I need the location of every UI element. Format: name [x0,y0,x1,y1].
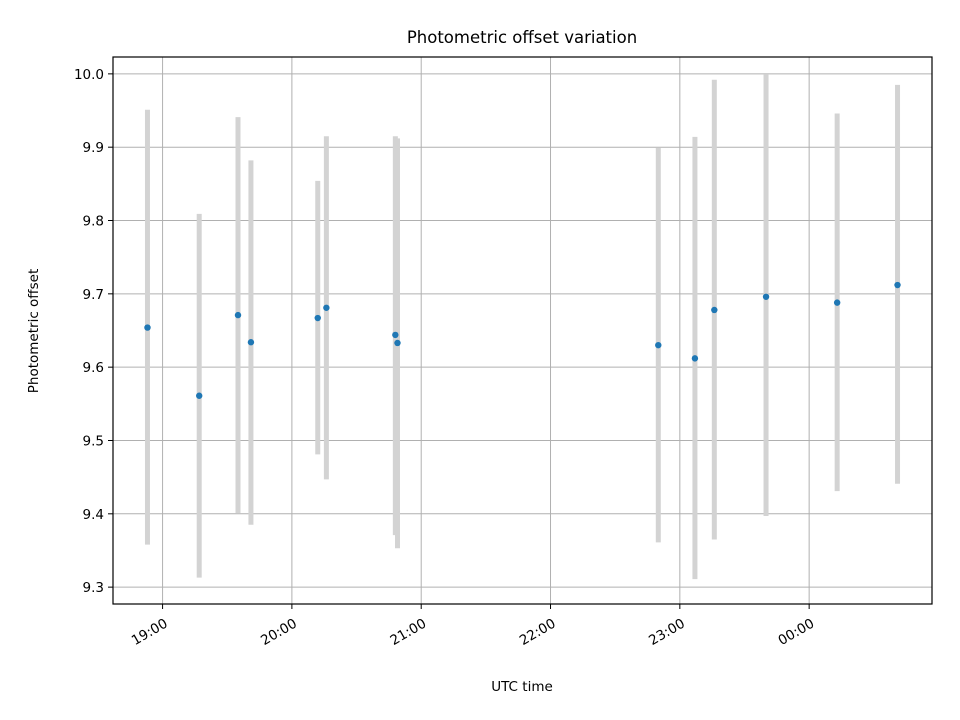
x-axis-label: UTC time [491,679,553,695]
data-point [711,306,718,314]
y-tick-label: 9.4 [83,507,104,523]
y-axis-ticks: 9.3 9.4 9.5 9.6 9.7 9.8 9.9 10.0 [74,67,113,596]
data-point [762,293,770,300]
y-axis-label: Photometric offset [26,269,42,393]
data-points [144,281,901,399]
x-tick-label: 21:00 [388,616,430,649]
chart-title: Photometric offset variation [407,28,637,47]
data-point [394,339,401,347]
x-tick-label: 00:00 [775,616,817,649]
data-point [234,311,242,319]
data-point [314,314,321,322]
data-point [655,341,662,349]
y-tick-label: 10.0 [74,67,104,83]
x-tick-label: 23:00 [646,616,688,649]
x-tick-label: 20:00 [258,616,300,649]
data-point [323,304,330,311]
x-tick-label: 19:00 [129,616,171,649]
data-point [833,299,841,306]
data-point [247,339,255,346]
y-tick-label: 9.7 [83,287,104,303]
data-point [392,331,399,339]
data-point [691,355,699,362]
y-tick-label: 9.3 [83,580,104,596]
y-tick-label: 9.9 [83,140,104,156]
plot-frame [112,56,933,605]
y-tick-label: 9.5 [83,433,104,449]
error-bars [144,74,901,580]
data-point [144,324,151,331]
x-tick-label: 22:00 [517,616,559,649]
data-point [894,281,901,289]
data-point [196,392,203,399]
x-axis-ticks: 19:00 20:00 21:00 22:00 23:00 00:00 [129,604,817,649]
y-tick-label: 9.8 [83,214,104,230]
y-tick-label: 9.6 [83,360,104,376]
